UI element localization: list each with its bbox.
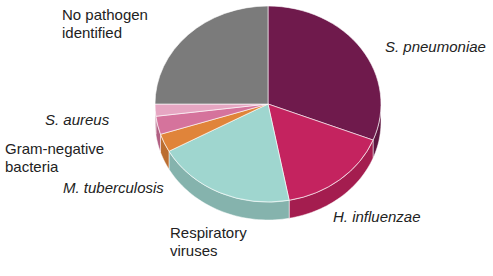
labels: S. pneumoniae H. influenzae Respiratoryvir… — [5, 6, 486, 259]
pie-slice — [156, 104, 268, 134]
slice-label: Respiratoryviruses — [170, 224, 247, 259]
slice-label: H. influenzae — [333, 208, 421, 225]
slice-label: No pathogenidentified — [62, 6, 148, 41]
slice-label: Gram-negativebacteria — [5, 140, 104, 175]
slice-label: S. aureus — [45, 111, 110, 128]
chart-svg: S. pneumoniae H. influenzae Respiratoryvir… — [0, 0, 493, 276]
chart-container: S. pneumoniae H. influenzae Respiratoryvir… — [0, 0, 493, 276]
slice-label: S. pneumoniae — [385, 38, 486, 55]
pie-slice — [155, 6, 268, 104]
pie-slice — [155, 104, 268, 116]
pie-tops — [155, 6, 381, 202]
slice-label: M. tuberculosis — [63, 179, 164, 196]
